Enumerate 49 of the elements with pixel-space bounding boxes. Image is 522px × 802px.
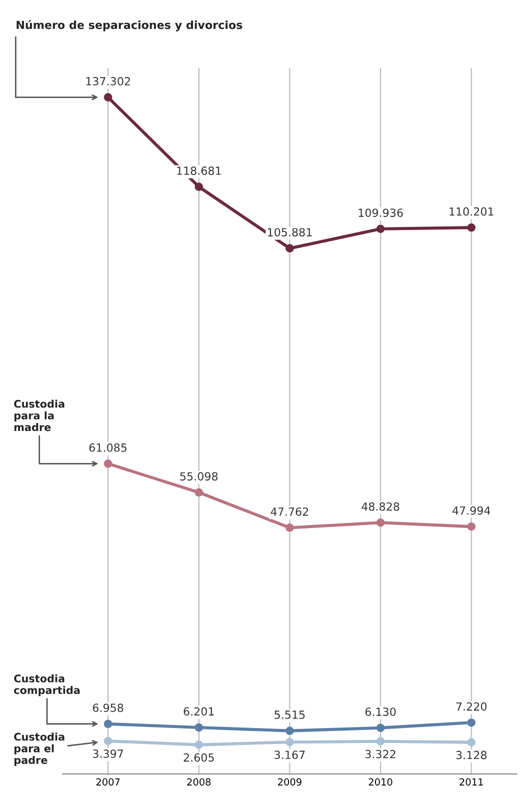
point [194, 488, 204, 497]
data-label: 110.201 [450, 207, 494, 216]
data-label: 109.936 [358, 208, 403, 217]
text: Custodia para la madre [14, 400, 64, 432]
point [194, 182, 204, 191]
point [376, 518, 385, 527]
x-tick-label: 2009 [278, 778, 302, 786]
data-label: 2.605 [184, 753, 214, 762]
data-label: 61.085 [89, 443, 127, 452]
point [104, 736, 112, 746]
x-tick-label: 2011 [460, 778, 483, 786]
point [194, 723, 204, 732]
data-label: 118.681 [177, 166, 221, 175]
data-label: 105.881 [268, 228, 312, 236]
text: Número de separaciones y divorcios [16, 20, 242, 32]
point [467, 522, 476, 531]
data-label: 6.201 [184, 707, 214, 716]
data-label: 3.397 [92, 750, 124, 758]
point [286, 524, 294, 532]
point [376, 737, 385, 746]
data-label: 48.828 [362, 502, 400, 511]
data-label: 3.128 [456, 750, 487, 760]
data-label: 7.220 [456, 702, 487, 711]
data-label: 47.762 [270, 507, 308, 516]
data-label: 6.958 [92, 704, 124, 712]
point [467, 738, 476, 746]
point [286, 244, 294, 253]
point [104, 93, 112, 102]
x-tick-label: 2010 [368, 778, 392, 786]
text: Custodia para el padre [14, 732, 64, 766]
data-label: 6.130 [365, 708, 396, 716]
x-tick-label: 2008 [187, 778, 211, 786]
point [467, 718, 476, 727]
point [194, 740, 204, 749]
data-label: 47.994 [452, 506, 490, 515]
point [467, 223, 476, 232]
data-label: 3.167 [274, 750, 305, 760]
data-label: 55.098 [180, 472, 218, 481]
point [104, 460, 112, 468]
text: Custodia compartida [14, 674, 80, 696]
point [286, 726, 294, 735]
point [376, 224, 385, 234]
data-label: 5.515 [274, 710, 305, 719]
x-tick-label: 2007 [96, 778, 120, 786]
point [376, 724, 385, 732]
point [286, 738, 294, 746]
data-label: 137.302 [86, 77, 130, 86]
point [104, 720, 112, 728]
data-label: 3.322 [365, 750, 396, 758]
